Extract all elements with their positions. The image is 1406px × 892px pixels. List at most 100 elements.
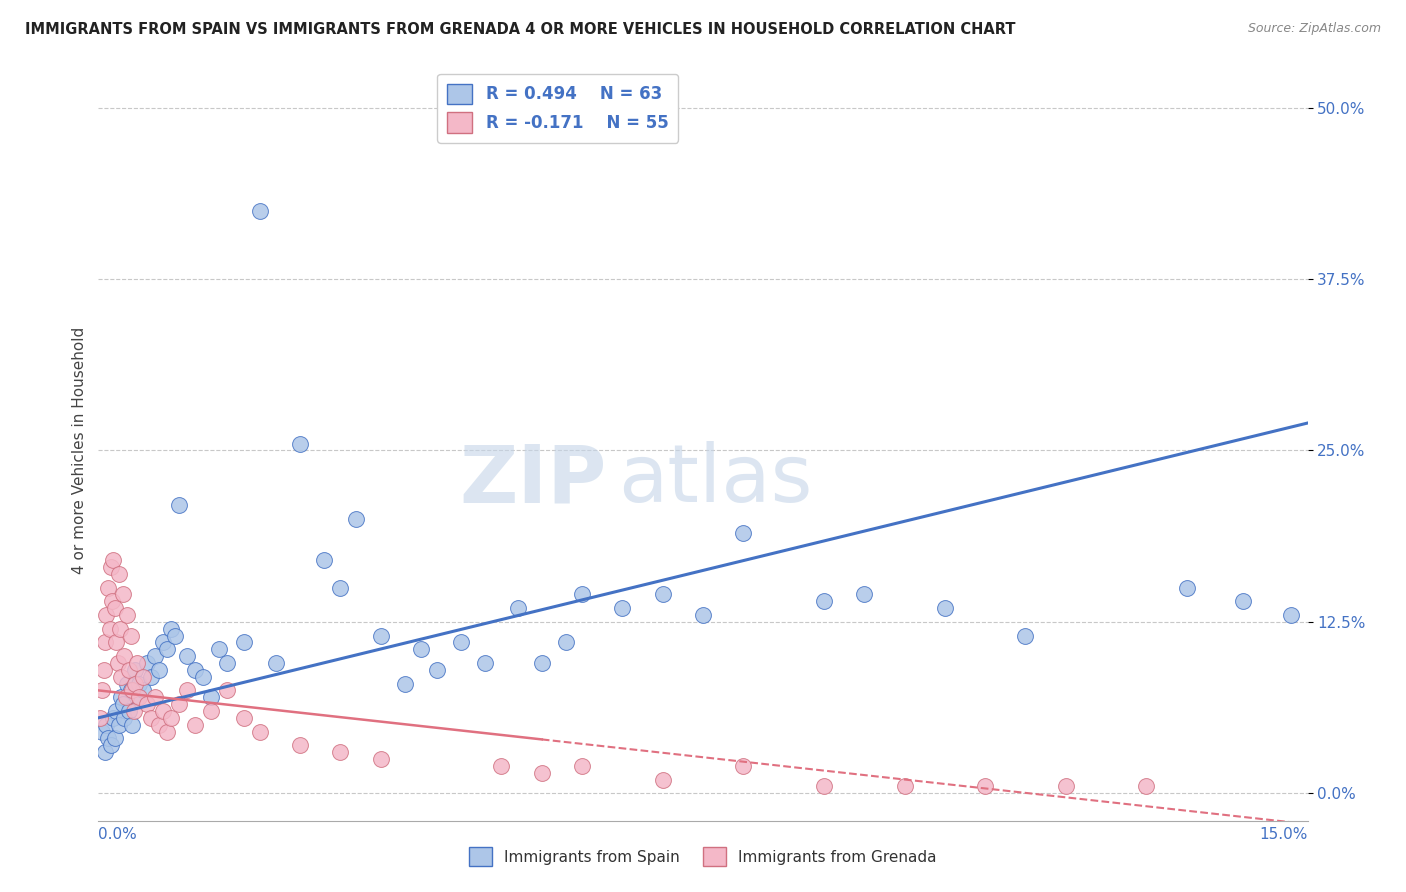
Point (167, 697, 190, 711)
Point (101, 711, 124, 725)
Point (115, 607, 138, 622)
Point (217, 683, 239, 698)
Point (1232, 594, 1254, 608)
Point (132, 670, 155, 684)
Point (329, 745, 352, 759)
Point (101, 594, 124, 608)
Point (184, 663, 207, 677)
Point (121, 683, 143, 698)
Point (530, 765, 553, 780)
Point (128, 676, 150, 690)
Point (232, 711, 254, 725)
Point (1281, 607, 1303, 622)
Point (143, 649, 166, 664)
Point (288, 436, 311, 450)
Point (94, 635, 117, 649)
Point (249, 724, 271, 739)
Point (249, 203, 271, 218)
Point (853, 587, 876, 601)
Point (103, 601, 125, 615)
Point (124, 676, 146, 690)
Point (139, 670, 162, 684)
Point (692, 607, 714, 622)
Point (152, 704, 174, 718)
Point (91, 683, 114, 698)
Point (160, 711, 183, 725)
Text: Source: ZipAtlas.com: Source: ZipAtlas.com (1247, 22, 1381, 36)
Point (156, 724, 179, 739)
Point (208, 642, 231, 657)
Point (813, 780, 835, 794)
Point (232, 635, 254, 649)
Point (110, 690, 132, 705)
Point (135, 656, 157, 670)
Point (96, 717, 118, 731)
Point (120, 628, 142, 642)
Legend: Immigrants from Spain, Immigrants from Grenada: Immigrants from Spain, Immigrants from G… (463, 841, 943, 872)
Point (409, 642, 432, 657)
Point (217, 656, 239, 670)
Point (530, 656, 553, 670)
Point (733, 525, 755, 540)
Point (152, 635, 174, 649)
Point (135, 697, 157, 711)
Point (733, 759, 755, 773)
Point (394, 676, 416, 690)
Point (193, 670, 215, 684)
Text: IMMIGRANTS FROM SPAIN VS IMMIGRANTS FROM GRENADA 4 OR MORE VEHICLES IN HOUSEHOLD: IMMIGRANTS FROM SPAIN VS IMMIGRANTS FROM… (25, 22, 1015, 37)
Point (96, 607, 118, 622)
Point (148, 663, 170, 677)
Point (450, 635, 472, 649)
Point (105, 635, 128, 649)
Point (314, 553, 336, 567)
Point (1014, 628, 1036, 642)
Point (288, 738, 311, 752)
Point (122, 704, 145, 718)
Point (160, 622, 183, 636)
Point (651, 587, 673, 601)
Point (370, 628, 392, 642)
Point (114, 690, 136, 705)
Point (139, 711, 162, 725)
Text: 0.0%: 0.0% (98, 828, 138, 843)
Point (200, 704, 222, 718)
Point (329, 581, 352, 595)
Point (143, 690, 166, 705)
Point (118, 704, 141, 718)
Point (264, 656, 287, 670)
Point (555, 635, 578, 649)
Point (120, 683, 142, 698)
Point (651, 772, 673, 787)
Point (111, 587, 134, 601)
Point (813, 594, 835, 608)
Point (176, 683, 198, 698)
Text: 15.0%: 15.0% (1260, 828, 1308, 843)
Point (176, 649, 198, 664)
Point (974, 780, 997, 794)
Point (127, 690, 149, 705)
Point (1135, 780, 1157, 794)
Point (107, 656, 129, 670)
Point (97, 731, 120, 746)
Point (612, 601, 634, 615)
Point (167, 498, 190, 512)
Point (148, 717, 170, 731)
Point (103, 731, 125, 746)
Point (115, 676, 138, 690)
Point (112, 649, 135, 664)
Y-axis label: 4 or more Vehicles in Household: 4 or more Vehicles in Household (72, 326, 87, 574)
Point (156, 642, 179, 657)
Point (200, 690, 222, 705)
Point (98, 622, 121, 636)
Point (132, 683, 155, 698)
Point (128, 690, 150, 705)
Point (571, 759, 593, 773)
Point (101, 553, 124, 567)
Point (118, 663, 141, 677)
Point (1054, 780, 1077, 794)
Point (1175, 581, 1198, 595)
Point (571, 587, 593, 601)
Point (100, 738, 122, 752)
Point (934, 601, 956, 615)
Point (97, 581, 120, 595)
